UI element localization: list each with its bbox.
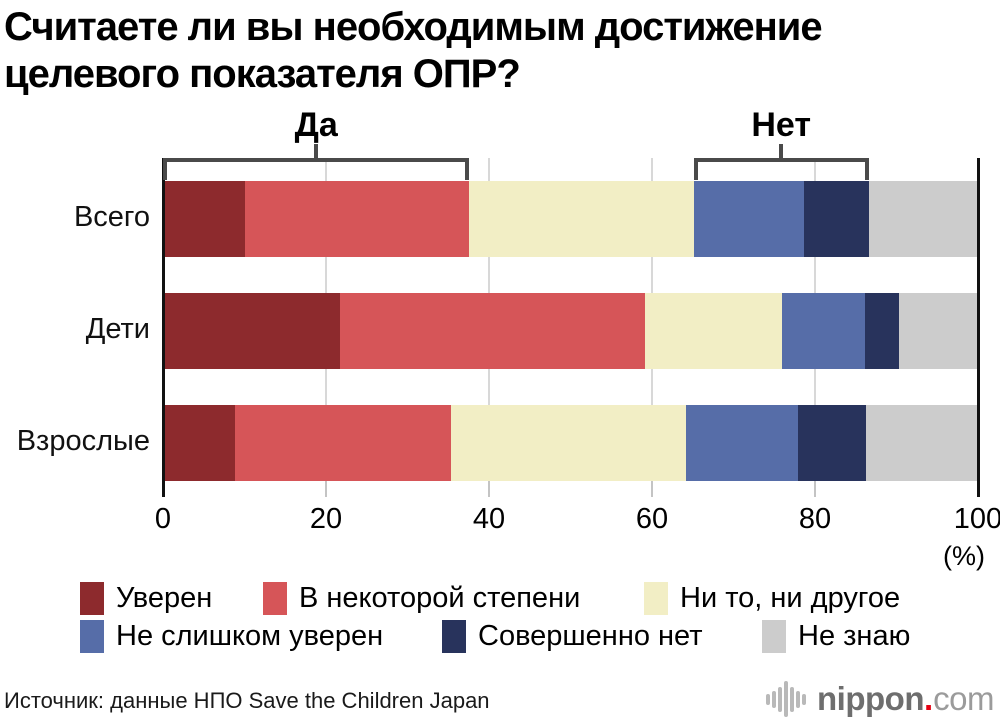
axis-tick-80 <box>814 480 816 497</box>
bar-segment-cat1-series4 <box>693 181 804 257</box>
soundwave-bar-7 <box>802 693 806 705</box>
bracket-2 <box>693 158 869 180</box>
bar-segment-cat1-series2 <box>245 181 470 257</box>
category-label-3: Взрослые <box>16 425 150 457</box>
page-title: Считаете ли вы необходимым достижение це… <box>4 4 964 98</box>
bar-segment-cat1-series6 <box>868 181 978 257</box>
axis-unit-label: (%) <box>943 541 985 571</box>
bar-segment-cat1-series3 <box>469 181 694 257</box>
soundwave-bar-3 <box>778 686 782 712</box>
axis-frame-line-100 <box>976 158 980 497</box>
bracket-1 <box>163 158 470 180</box>
soundwave-bar-2 <box>772 690 776 708</box>
legend-item-5: Совершенно нет <box>442 618 702 654</box>
legend-label-2: В некоторой степени <box>299 581 581 614</box>
bar-segment-cat2-series2 <box>339 293 645 369</box>
axis-tick-label-0: 0 <box>154 503 172 535</box>
soundwave-icon <box>766 678 808 720</box>
legend-swatch-icon-5 <box>442 619 466 653</box>
axis-tick-label-60: 60 <box>635 503 669 535</box>
legend-label-6: Не знаю <box>798 619 911 652</box>
category-label-1: Всего <box>73 201 150 233</box>
stacked-bar-3 <box>163 405 978 481</box>
axis-frame-line-0 <box>161 158 165 497</box>
legend-item-6: Не знаю <box>762 618 910 654</box>
logo-red-dot: . <box>923 680 934 717</box>
legend-label-3: Ни то, ни другое <box>680 581 901 614</box>
legend-label-1: Уверен <box>116 581 213 614</box>
legend-item-1: Уверен <box>80 580 212 616</box>
bar-segment-cat2-series4 <box>781 293 866 369</box>
soundwave-bar-4 <box>784 681 788 717</box>
soundwave-bar-6 <box>796 690 800 708</box>
bracket-stem-1 <box>314 144 319 158</box>
title-line-2: целевого показателя ОПР? <box>4 52 521 96</box>
bar-segment-cat1-series5 <box>803 181 869 257</box>
bar-segment-cat3-series1 <box>163 405 235 481</box>
legend-swatch-icon-2 <box>263 581 287 615</box>
bracket-stem-2 <box>779 144 784 158</box>
bar-segment-cat3-series2 <box>234 405 451 481</box>
axis-tick-20 <box>325 480 327 497</box>
bar-segment-cat2-series5 <box>865 293 899 369</box>
bracket-label-1: Да <box>294 106 338 144</box>
legend-item-2: В некоторой степени <box>263 580 580 616</box>
bar-segment-cat2-series6 <box>898 293 978 369</box>
bar-segment-cat2-series3 <box>644 293 782 369</box>
bar-segment-cat3-series3 <box>450 405 687 481</box>
logo-text-nippon: nippon <box>817 680 924 717</box>
nippon-com-logo: nippon . com <box>766 678 994 720</box>
bar-segment-cat3-series4 <box>686 405 798 481</box>
legend-item-3: Ни то, ни другое <box>644 580 900 616</box>
soundwave-bar-5 <box>790 686 794 712</box>
legend-swatch-icon-1 <box>80 581 104 615</box>
axis-tick-label-40: 40 <box>472 503 506 535</box>
legend-label-5: Совершенно нет <box>478 619 703 652</box>
stacked-bar-1 <box>163 181 978 257</box>
legend-item-4: Не слишком уверен <box>80 618 383 654</box>
axis-tick-label-80: 80 <box>798 503 832 535</box>
bar-segment-cat2-series1 <box>163 293 340 369</box>
legend-swatch-icon-6 <box>762 619 786 653</box>
bracket-label-2: Нет <box>751 106 811 144</box>
legend-label-4: Не слишком уверен <box>116 619 384 652</box>
axis-tick-label-100: 100 <box>953 503 1000 535</box>
category-label-2: Дети <box>85 313 150 345</box>
axis-tick-label-20: 20 <box>309 503 343 535</box>
legend-swatch-icon-4 <box>80 619 104 653</box>
axis-tick-60 <box>651 480 653 497</box>
title-line-1: Считаете ли вы необходимым достижение <box>4 5 823 49</box>
bar-segment-cat3-series6 <box>866 405 978 481</box>
stacked-bar-2 <box>163 293 978 369</box>
axis-tick-40 <box>488 480 490 497</box>
logo-text-com: com <box>933 680 994 717</box>
source-note: Источник: данные НПО Save the Children J… <box>4 688 490 713</box>
soundwave-bar-1 <box>766 693 770 705</box>
bar-segment-cat3-series5 <box>797 405 867 481</box>
legend-swatch-icon-3 <box>644 581 668 615</box>
bar-segment-cat1-series1 <box>163 181 246 257</box>
